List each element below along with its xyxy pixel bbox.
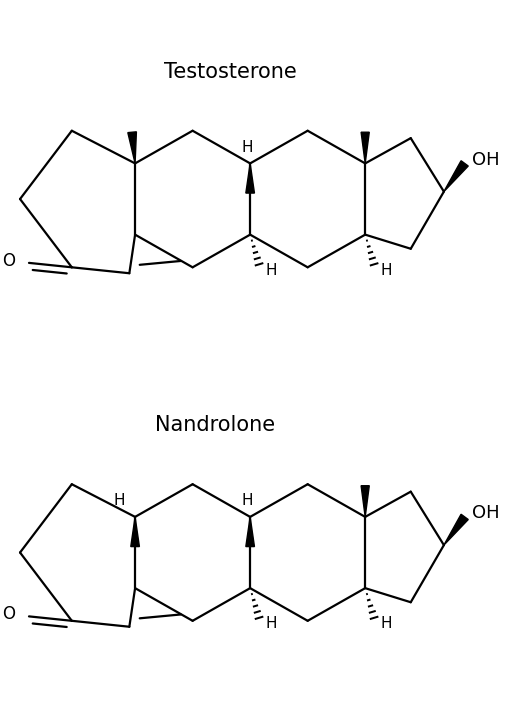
Polygon shape	[444, 160, 469, 192]
Polygon shape	[246, 517, 255, 547]
Polygon shape	[444, 514, 469, 545]
Text: O: O	[2, 605, 15, 624]
Polygon shape	[361, 486, 369, 517]
Text: OH: OH	[472, 151, 500, 169]
Text: H: H	[380, 263, 392, 278]
Text: H: H	[241, 139, 253, 155]
Text: OH: OH	[472, 504, 500, 522]
Text: H: H	[265, 263, 277, 278]
Polygon shape	[361, 132, 369, 163]
Polygon shape	[131, 517, 140, 547]
Polygon shape	[246, 163, 255, 193]
Polygon shape	[128, 132, 136, 163]
Text: O: O	[2, 252, 15, 270]
Text: H: H	[113, 493, 124, 508]
Text: H: H	[380, 617, 392, 631]
Text: H: H	[265, 617, 277, 631]
Text: H: H	[241, 493, 253, 508]
Text: Testosterone: Testosterone	[164, 62, 297, 82]
Text: Nandrolone: Nandrolone	[155, 415, 275, 436]
